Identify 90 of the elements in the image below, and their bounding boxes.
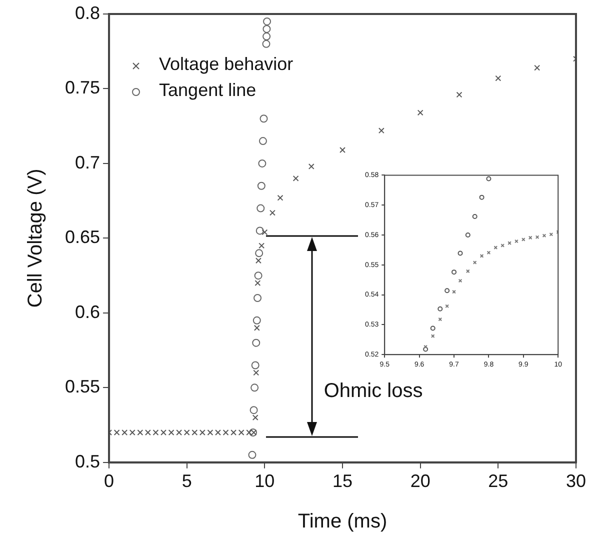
point [479,194,484,200]
point [254,272,262,280]
y-tick-label: 0.8 [75,2,100,23]
point [486,250,491,255]
point [308,163,314,170]
x-tick-label: 15 [332,471,353,492]
point [535,235,540,240]
point [438,317,442,322]
point [137,430,144,436]
point [250,384,259,392]
point [438,306,443,312]
point [230,430,237,436]
point [254,324,260,331]
legend-label: Tangent line [159,80,256,100]
point [269,210,276,216]
point [144,430,151,436]
point [238,430,244,436]
point [340,147,346,153]
point [256,204,265,212]
annotation: Ohmic loss [324,378,423,403]
point [452,270,457,275]
point [534,64,540,71]
point [465,232,470,238]
point [254,294,262,302]
point [256,226,264,235]
y-tick-label: 0.65 [64,227,100,248]
point [292,175,299,182]
x-tick-label: 25 [488,471,508,492]
x-tick-label: 0 [104,471,114,492]
point [262,229,268,236]
point [252,414,258,421]
point [486,176,492,182]
point [192,430,198,436]
point [262,32,271,40]
legend-label: Voltage behavior [159,54,294,74]
point [176,430,182,436]
point [215,430,221,436]
point [495,75,502,82]
point [472,214,478,219]
point [184,430,190,436]
point [254,280,261,286]
point [260,114,268,123]
point [255,249,264,258]
x-tick-label: 10 [254,471,275,492]
point [129,430,136,436]
point [458,250,463,256]
point [262,24,271,33]
point [160,430,166,436]
point [258,242,265,249]
y-tick-label: 0.55 [64,376,100,397]
point [262,40,270,48]
point [222,430,229,436]
point [252,338,260,347]
point [528,236,532,240]
point [255,258,262,264]
point [168,430,174,436]
point [277,194,284,201]
x-axis-title: Time (ms) [298,510,388,533]
point [252,316,261,324]
point [542,234,546,238]
point [248,450,256,459]
point [423,346,428,352]
point [250,406,258,414]
x-tick-label: 30 [566,471,586,492]
point [430,326,436,331]
point [251,361,260,370]
point [444,288,450,294]
point [263,17,272,26]
y-tick-label: 0.75 [64,78,100,98]
y-tick-label: 0.6 [75,302,100,322]
y-tick-label: 0.5 [75,451,100,472]
point [458,278,462,283]
point [114,430,120,436]
point [122,430,128,436]
point [378,128,384,134]
point [258,137,267,146]
point [417,110,424,116]
point [257,182,266,190]
point [258,159,266,168]
point [207,430,214,436]
point [152,430,159,436]
point [456,92,462,98]
y-axis-title: Cell Voltage (V) [24,168,47,308]
point [253,370,260,376]
point [430,334,435,338]
point [480,254,484,258]
x-tick-label: 5 [182,471,192,492]
y-tick-label: 0.7 [75,152,100,172]
x-tick-label: 20 [410,471,430,492]
point [199,430,206,436]
